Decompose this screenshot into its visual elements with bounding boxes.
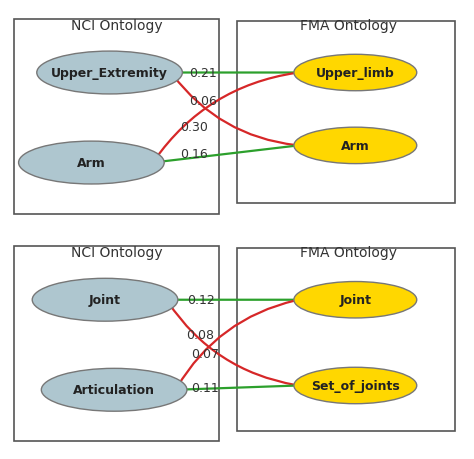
Ellipse shape [294,55,417,91]
Text: FMA Ontology: FMA Ontology [300,246,397,259]
Ellipse shape [32,279,178,321]
Text: Arm: Arm [341,140,370,152]
Ellipse shape [294,282,417,318]
FancyArrowPatch shape [177,301,296,387]
Text: NCI Ontology: NCI Ontology [71,19,162,33]
Text: Joint: Joint [89,294,121,307]
Text: Articulation: Articulation [73,383,155,397]
Ellipse shape [37,52,182,95]
Text: Upper_limb: Upper_limb [316,67,395,80]
Text: 0.21: 0.21 [189,67,217,80]
Text: FMA Ontology: FMA Ontology [300,19,397,33]
FancyArrowPatch shape [178,386,296,390]
Ellipse shape [18,142,164,185]
FancyArrowPatch shape [168,302,296,385]
Ellipse shape [294,368,417,404]
Ellipse shape [294,128,417,164]
Text: 0.06: 0.06 [189,95,217,108]
Text: 0.07: 0.07 [191,347,219,360]
FancyArrowPatch shape [155,74,296,161]
Text: Set_of_joints: Set_of_joints [311,379,400,392]
Text: 0.11: 0.11 [191,381,219,394]
Text: Arm: Arm [77,157,106,170]
Text: 0.30: 0.30 [180,120,208,133]
Text: 0.12: 0.12 [187,294,214,307]
FancyArrowPatch shape [155,146,296,163]
Text: NCI Ontology: NCI Ontology [71,246,162,259]
Text: Upper_Extremity: Upper_Extremity [51,67,168,80]
Text: 0.08: 0.08 [187,328,215,341]
FancyArrowPatch shape [173,76,296,146]
Ellipse shape [41,369,187,411]
Text: Joint: Joint [339,294,371,307]
Text: 0.16: 0.16 [180,148,208,161]
